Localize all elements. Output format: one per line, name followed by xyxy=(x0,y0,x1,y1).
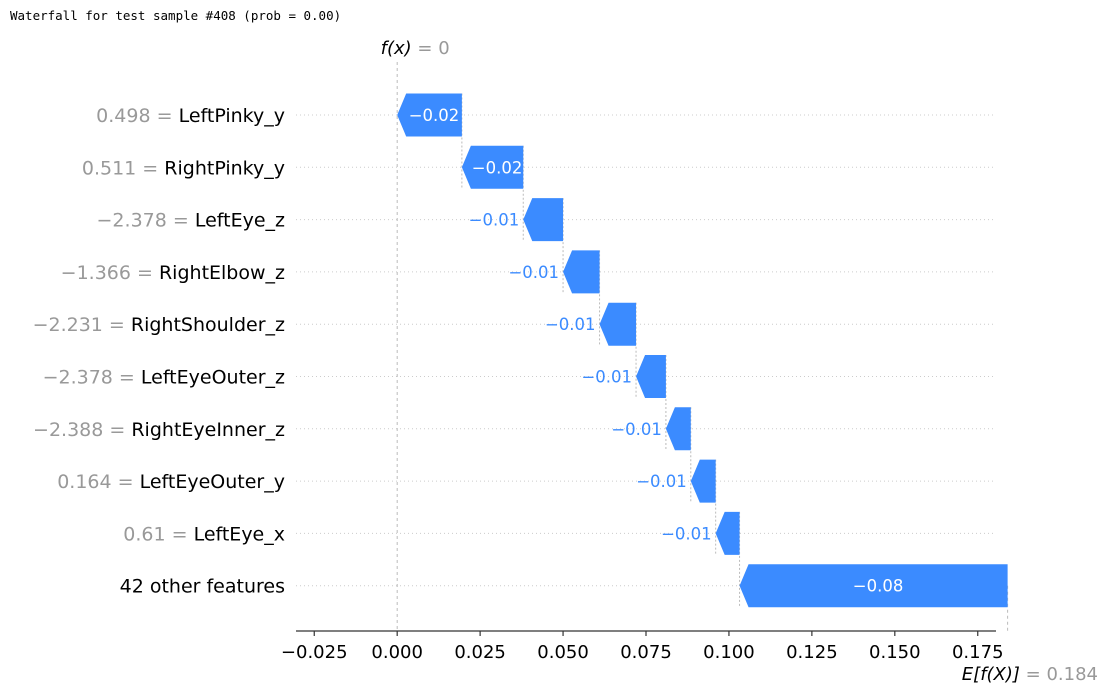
bar-value-label: −0.01 xyxy=(469,211,520,230)
bar-value-label: −0.01 xyxy=(661,524,712,543)
bar-value-label: −0.02 xyxy=(409,106,460,125)
bar-RightElbow_z xyxy=(563,250,600,294)
x-tick-label: 0.100 xyxy=(703,642,755,663)
x-axis: −0.025 0.000 0.025 0.050 0.075 0.100 0.125 0.15… xyxy=(281,630,1004,663)
x-tick-label: 0.075 xyxy=(620,642,672,663)
grid-lines xyxy=(296,114,996,587)
feature-label: 0.498 = LeftPinky_y xyxy=(96,105,285,127)
bar-42 other features xyxy=(739,564,1008,608)
bar-RightEyeInner_z xyxy=(665,407,691,451)
feature-label: −2.388 = RightEyeInner_z xyxy=(33,419,285,441)
notebook-output-title: Waterfall for test sample #408 (prob = 0… xyxy=(10,8,342,23)
bar-LeftEyeOuter_z xyxy=(636,355,666,398)
bar-value-label: −0.02 xyxy=(472,158,523,177)
x-tick-label: 0.050 xyxy=(537,642,589,663)
x-tick-label: 0.000 xyxy=(371,642,423,663)
x-tick-label: 0.150 xyxy=(869,642,921,663)
bar-LeftEyeOuter_y xyxy=(690,459,716,503)
expected-value-annotation: E[f(X)] = 0.184 xyxy=(962,664,1098,685)
feature-label: −2.378 = LeftEye_z xyxy=(97,210,285,232)
bar-RightShoulder_z xyxy=(599,302,637,346)
bar-LeftPinky_y xyxy=(397,93,462,137)
bar-value-label: −0.01 xyxy=(611,420,662,439)
bar-value-label: −0.01 xyxy=(636,472,687,491)
bar-value-label: −0.01 xyxy=(581,368,632,387)
bar-LeftEye_z xyxy=(523,198,564,242)
bar-RightPinky_y xyxy=(461,145,524,189)
feature-label: −1.366 = RightElbow_z xyxy=(61,262,285,284)
bar-value-label: −0.01 xyxy=(545,315,596,334)
x-tick-label: 0.125 xyxy=(786,642,838,663)
bar-value-label: −0.01 xyxy=(508,263,559,282)
feature-label: 0.164 = LeftEyeOuter_y xyxy=(57,471,285,493)
feature-label: 0.61 = LeftEye_x xyxy=(123,523,285,545)
feature-label: −2.378 = LeftEyeOuter_z xyxy=(43,367,285,389)
x-tick-label: −0.025 xyxy=(281,642,348,663)
fx-annotation: f(x) = 0 xyxy=(381,38,450,59)
bar-LeftEye_x xyxy=(715,511,740,555)
x-tick-label: 0.025 xyxy=(454,642,506,663)
feature-label: −2.231 = RightShoulder_z xyxy=(33,314,285,336)
bar-value-label: −0.08 xyxy=(853,577,904,596)
feature-labels: −0.02 0.498 = LeftPinky_y −0.02 0.511 = Rig… xyxy=(33,105,904,598)
bars xyxy=(397,93,1008,608)
x-tick-label: 0.175 xyxy=(952,642,1004,663)
feature-label: 42 other features xyxy=(120,576,285,598)
feature-label: 0.511 = RightPinky_y xyxy=(82,157,285,179)
